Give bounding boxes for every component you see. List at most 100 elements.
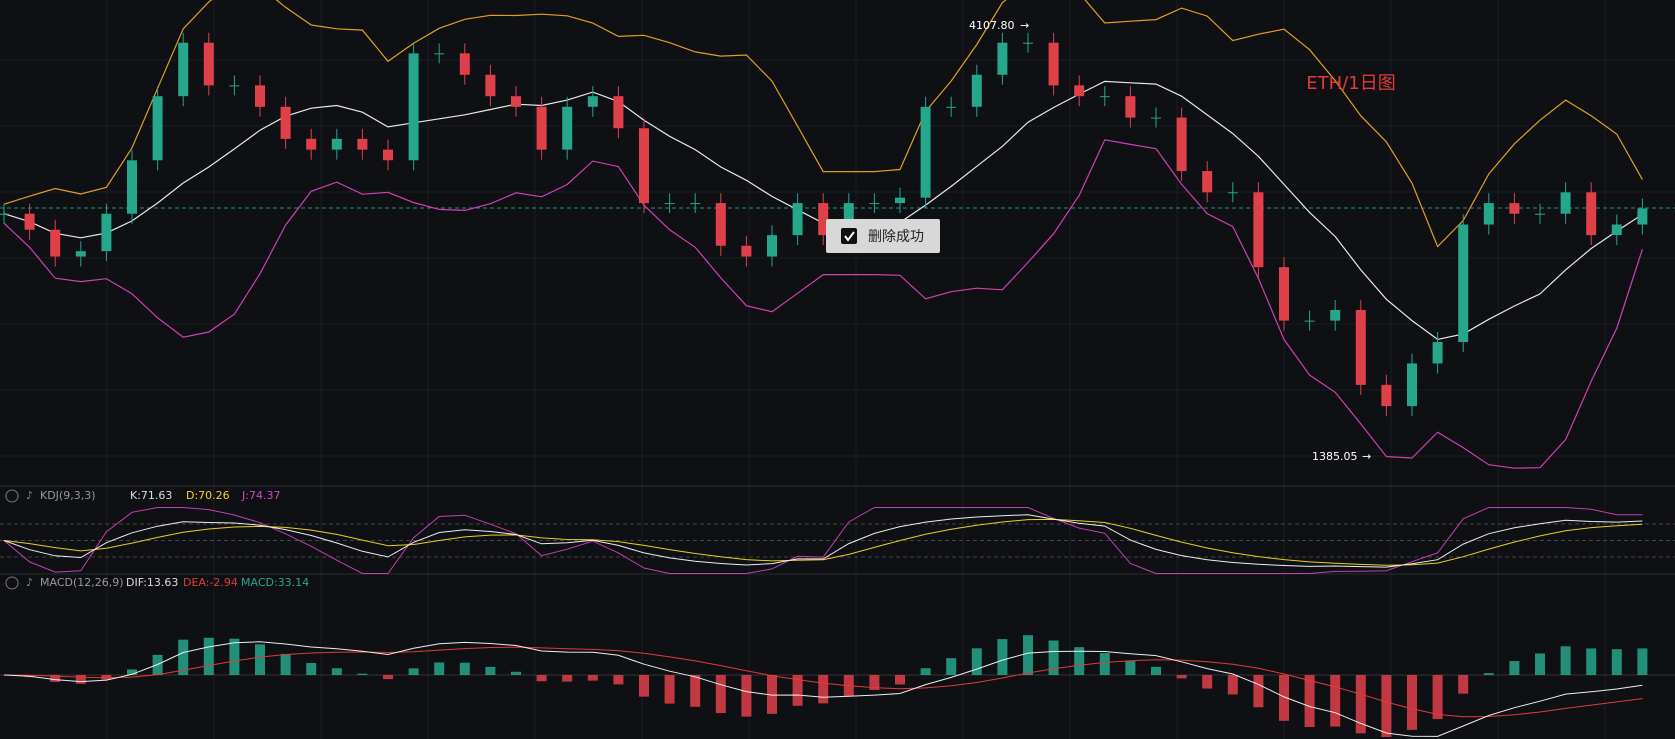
candle [255,85,265,107]
macd-bar [1099,653,1110,675]
candle [1304,320,1315,322]
candle [818,203,829,236]
macd-bar [664,675,675,704]
kdj-label: KDJ(9,3,3) [40,489,96,502]
bollinger-lower [3,139,1643,469]
low-label: 1385.05 [1312,450,1358,463]
candle [485,74,496,97]
bell-icon[interactable]: ♪ [26,576,33,589]
collapse-icon[interactable] [5,489,19,503]
macd-bar [792,675,803,706]
chart-title: ETH/1日图 [1306,73,1395,94]
candle [178,42,189,97]
macd-bar [1227,675,1238,695]
candle [1509,203,1520,214]
macd-bar [1611,649,1622,675]
macd-bar [715,675,726,714]
candle [357,138,368,150]
candle [1253,192,1264,268]
price-pane [0,0,1648,469]
candle [613,96,624,129]
macd-bar [536,675,547,682]
candle [1279,267,1289,321]
candle [715,203,726,246]
check-icon [841,228,857,244]
macd-bar [1535,653,1545,675]
macd-bar [511,671,521,675]
candle [203,42,214,86]
candle [1074,85,1085,97]
candle [1202,171,1213,193]
candle [920,106,931,198]
candle [434,53,445,55]
macd-bar [1637,648,1648,675]
candle [1125,96,1136,118]
macd-bar [562,675,573,682]
candle [587,96,598,107]
macd-bar [587,675,598,681]
macd-bar [869,675,880,690]
macd-bar [1432,675,1443,720]
candle [331,138,342,150]
macd-bar [408,668,419,675]
candle [1483,203,1494,225]
macd-bar [1074,647,1085,675]
macd-bar [1023,635,1033,675]
candle [1535,213,1545,215]
candle [946,106,957,108]
macd-bar [613,675,624,685]
candle [1227,192,1238,194]
macd-bar [485,666,496,675]
candle [459,53,470,75]
check-mark [844,231,855,242]
macd-bar [75,675,86,684]
macd-bar [1048,640,1059,675]
macd-bar [127,669,137,675]
candle [1560,192,1571,214]
kdj-k: K:71.63 [130,489,172,502]
macd-bar [1151,666,1161,675]
macd-dif-line [3,641,1643,737]
macd-bar [895,675,905,685]
macd-bar [434,662,445,675]
candle [1586,192,1597,236]
toast-box [826,219,940,253]
kdj-pane [0,507,1675,574]
macd-bar [818,675,829,704]
macd-bar [690,675,701,707]
macd-bar [1279,675,1289,721]
macd-bar [255,644,265,675]
macd-dif: DIF:13.63 [126,576,178,589]
candle [101,213,112,252]
high-label: 4107.80 [969,19,1015,32]
candle [511,96,521,107]
bollinger-upper [3,0,1643,248]
macd-bar [741,675,752,717]
macd-bar [1381,675,1392,737]
bell-icon[interactable]: ♪ [26,489,33,502]
macd-bar [203,637,214,675]
collapse-icon[interactable] [5,576,19,590]
candle [127,160,137,214]
arrow-icon: → [1020,19,1029,32]
macd-bar [383,675,393,680]
macd-bar [1560,646,1571,675]
macd-bar [1125,660,1136,675]
kdj-header: ♪ KDJ(9,3,3) K:71.63 D:70.26 J:74.37 [5,489,280,503]
candle [280,106,291,139]
kdj-k-line [3,514,1643,568]
kdj-d: D:70.26 [186,489,230,502]
candle [1355,310,1366,385]
macd-header: ♪ MACD(12,26,9) DIF:13.63 DEA:-2.94 MACD… [5,576,309,590]
arrow-icon: → [1362,450,1371,463]
candle [562,106,573,150]
macd-bar [1176,675,1187,679]
candle [767,235,777,257]
candle [75,251,86,257]
macd-bar [178,639,189,675]
macd-bar [306,662,317,675]
candle [1176,117,1187,172]
macd-bar [971,648,982,675]
candle [690,203,701,205]
